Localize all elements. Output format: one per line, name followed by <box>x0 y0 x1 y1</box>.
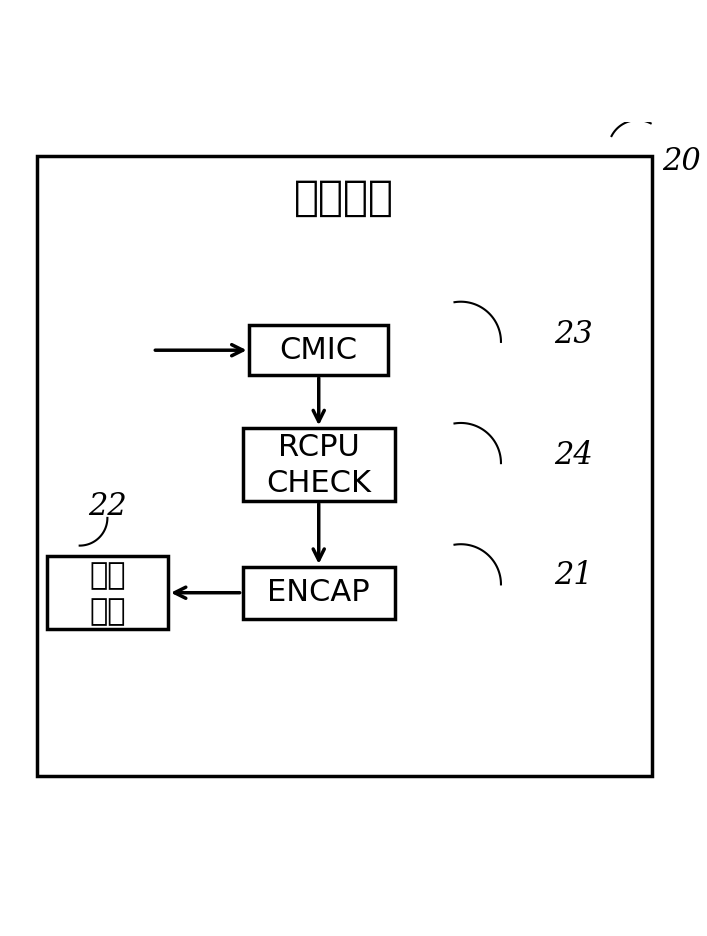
Text: 端口: 端口 <box>89 597 126 626</box>
Bar <box>37 156 652 776</box>
Bar <box>250 326 388 375</box>
Text: 堆叠: 堆叠 <box>89 561 126 590</box>
Text: 21: 21 <box>554 560 593 591</box>
Text: 23: 23 <box>554 319 593 350</box>
Text: RCPU: RCPU <box>278 432 360 461</box>
Text: CMIC: CMIC <box>280 336 358 365</box>
Text: CHECK: CHECK <box>267 469 371 498</box>
Text: 24: 24 <box>554 440 593 471</box>
Bar <box>47 556 168 629</box>
Text: 22: 22 <box>88 490 127 521</box>
Text: 交换芯片: 交换芯片 <box>294 177 395 219</box>
Text: 20: 20 <box>662 146 701 177</box>
Text: ENCAP: ENCAP <box>267 578 370 607</box>
Bar <box>243 566 395 619</box>
Bar <box>243 428 395 501</box>
